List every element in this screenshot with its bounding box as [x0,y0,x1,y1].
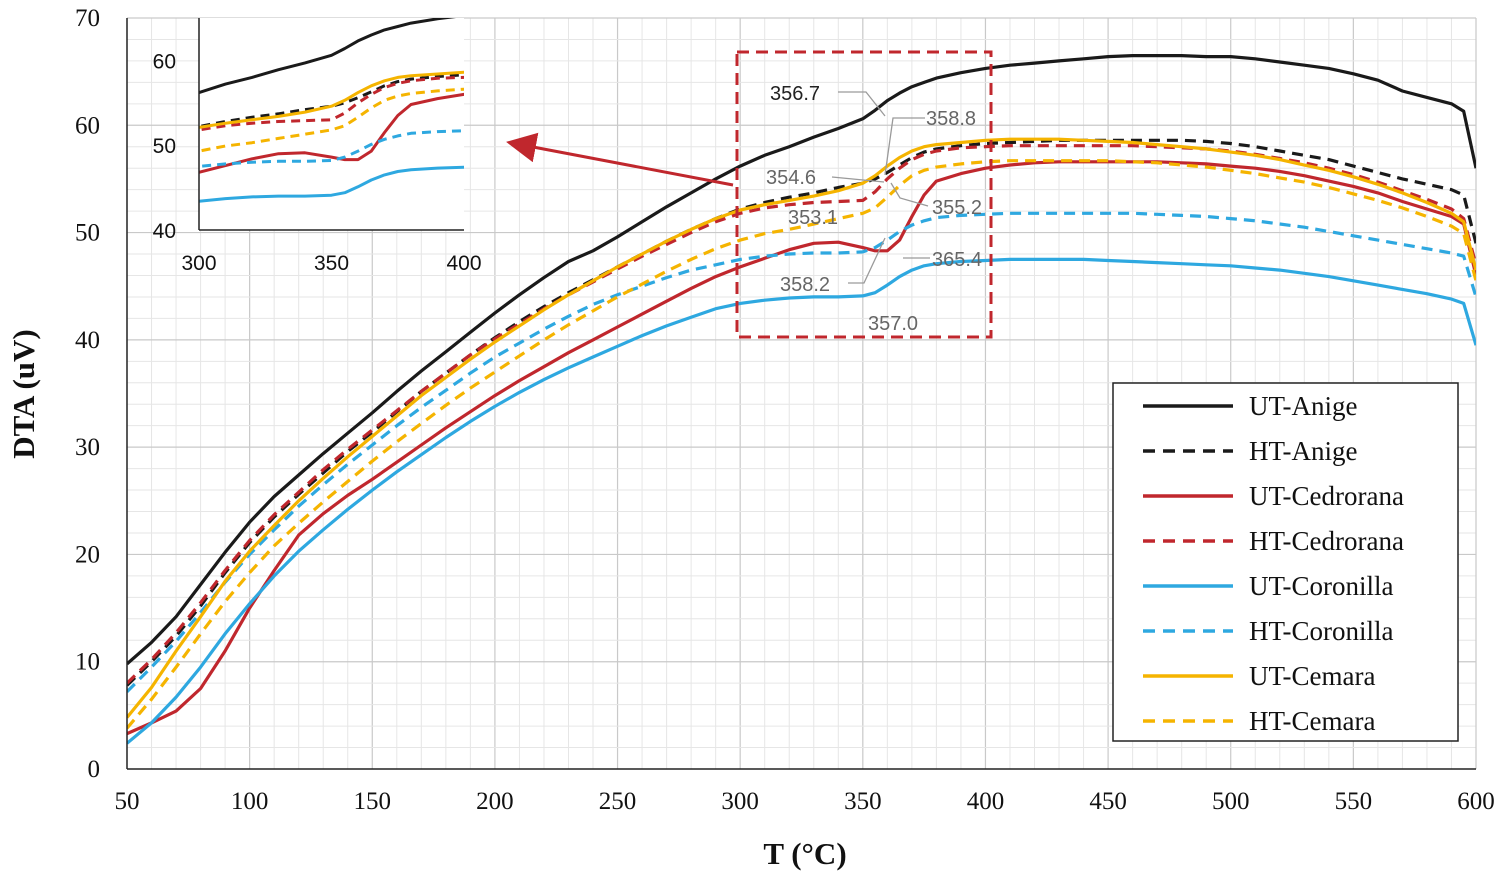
legend-label-ht-coronilla: HT-Coronilla [1249,616,1394,646]
x-tick-label: 350 [844,788,882,815]
legend-label-ut-cedrorana: UT-Cedrorana [1249,481,1404,511]
x-tick-label: 50 [115,788,140,815]
series-line-ut-coronilla [127,257,1476,745]
inset-line-ut-coronilla [199,165,464,203]
series-line-ut-anige [127,53,1476,666]
x-tick-labels: 50 100 150 200 250 300 350 400 450 500 550 600 [115,788,1495,815]
x-tick-label: 500 [1212,788,1250,815]
inset-series-group [199,18,464,203]
y-tick-label: 10 [75,649,100,676]
legend-label-ut-anige: UT-Anige [1249,391,1358,421]
series-line-ht-anige [127,138,1476,687]
x-tick-label: 400 [967,788,1005,815]
y-axis-title: DTA (uV) [6,329,41,458]
inset-x-tick-label: 300 [181,252,216,275]
zoom-box [735,50,993,339]
legend-box [1112,382,1459,742]
inset-y-tick-labels: 40 50 60 [153,50,176,243]
annotation-356-7: 356.7 [770,83,820,105]
inset-line-ut-anige [199,18,457,95]
annotation-leaders [831,91,930,284]
series-line-ut-cemara [127,137,1476,719]
annotation-355-2: 355.2 [932,197,982,219]
legend-label-ut-coronilla: UT-Coronilla [1249,571,1394,601]
legend: UT-Anige HT-Anige UT-Cedrorana HT-Cedrorana… [1143,391,1404,736]
inset-x-tick-label: 400 [446,252,481,275]
legend-label-ht-cemara: HT-Cemara [1249,706,1375,736]
x-tick-label: 550 [1335,788,1373,815]
x-tick-label: 150 [354,788,392,815]
x-tick-label: 300 [721,788,759,815]
series-line-ht-coronilla [127,211,1476,693]
y-tick-labels: 0 10 20 30 40 50 60 70 [75,5,100,783]
annotation-358-8: 358.8 [926,108,976,130]
x-tick-label: 450 [1089,788,1127,815]
inset-y-tick-label: 40 [153,220,176,243]
x-tick-label: 200 [476,788,514,815]
y-tick-label: 70 [75,5,100,32]
legend-label-ht-cedrorana: HT-Cedrorana [1249,526,1404,556]
inset-line-ht-cemara [199,87,464,153]
y-tick-label: 30 [75,434,100,461]
inset-line-ht-anige [199,73,464,129]
inset-y-tick-label: 60 [153,50,176,73]
x-axis-title: T (°C) [763,836,846,871]
series-line-ht-cemara [127,159,1476,730]
x-tick-label: 100 [231,788,269,815]
inset-line-ht-cedrorana [199,75,464,132]
inset-x-tick-labels: 300 350 400 [181,252,481,275]
annotation-365-4: 365.4 [932,249,982,271]
legend-label-ut-cemara: UT-Cemara [1249,661,1375,691]
inset-line-ut-cemara [199,70,464,129]
x-tick-label: 250 [599,788,637,815]
zoom-arrow [506,132,734,187]
y-tick-label: 40 [75,327,100,354]
inset-x-tick-label: 350 [314,252,349,275]
series-line-ut-cedrorana [127,160,1476,736]
x-tick-label: 600 [1457,788,1495,815]
y-tick-label: 20 [75,541,100,568]
inset-y-tick-label: 50 [153,135,176,158]
inset-line-ht-coronilla [199,129,464,168]
y-tick-label: 50 [75,220,100,247]
series-group [127,53,1476,745]
annotation-358-2: 358.2 [780,274,830,296]
legend-label-ht-anige: HT-Anige [1249,436,1358,466]
y-tick-label: 60 [75,112,100,139]
y-tick-label: 0 [88,756,101,783]
annotation-353-1: 353.1 [788,207,838,229]
annotation-354-6: 354.6 [766,167,816,189]
annotation-357-0: 357.0 [868,313,918,335]
